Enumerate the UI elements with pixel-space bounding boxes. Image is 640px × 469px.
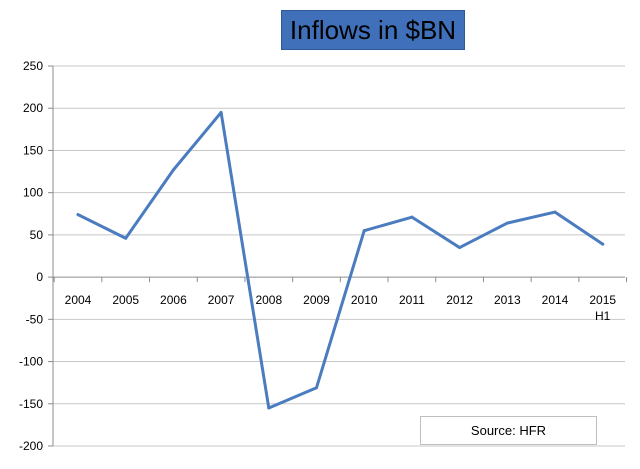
y-tick-label: 250 — [23, 59, 43, 73]
data-point — [458, 246, 462, 250]
data-point — [553, 210, 557, 214]
data-point — [362, 229, 366, 233]
x-tick-label: 2005 — [112, 293, 139, 307]
x-tick-label: 2004 — [65, 293, 92, 307]
data-point — [76, 213, 80, 217]
y-tick-label: 50 — [30, 228, 44, 242]
y-tick-label: -50 — [26, 312, 44, 326]
data-point — [505, 221, 509, 225]
x-tick-labels: 2004 2005 2006 2007 2008 2009 2010 2011 2012 2013… — [65, 293, 617, 323]
x-tick-label: 2009 — [303, 293, 330, 307]
y-tick-label: -200 — [19, 439, 43, 453]
x-tick-label: 2014 — [542, 293, 569, 307]
y-tick-label: 100 — [23, 186, 43, 200]
y-tick-labels: 250 200 150 100 50 0 -50 -100 -150 -200 — [19, 59, 43, 453]
x-tick-label: 2015 H1 — [589, 293, 616, 323]
x-tick-label: 2008 — [255, 293, 282, 307]
x-tick-label: 2011 — [399, 293, 425, 307]
x-tick-label: 2007 — [208, 293, 235, 307]
gridlines — [53, 65, 625, 447]
y-tick-label: 0 — [36, 270, 43, 284]
x-tick-label: 2006 — [160, 293, 187, 307]
data-point — [315, 386, 318, 390]
source-note: Source: HFR — [420, 416, 597, 445]
chart-title: Inflows in $BN — [281, 10, 465, 50]
data-point — [410, 215, 414, 219]
data-point — [124, 236, 128, 240]
series-layer — [76, 110, 605, 410]
data-point — [171, 168, 175, 172]
x-tick-label: 2012 — [446, 293, 473, 307]
axes — [48, 65, 628, 447]
y-tick-label: 150 — [23, 143, 43, 157]
y-tick-label: 200 — [23, 101, 43, 115]
data-point — [601, 242, 605, 246]
y-tick-label: -100 — [19, 355, 43, 369]
y-tick-label: -150 — [19, 397, 43, 411]
data-point — [219, 110, 223, 114]
series-line — [76, 110, 605, 410]
x-tick-label: 2010 — [351, 293, 378, 307]
data-point — [267, 406, 271, 410]
x-tick-label: 2013 — [494, 293, 521, 307]
